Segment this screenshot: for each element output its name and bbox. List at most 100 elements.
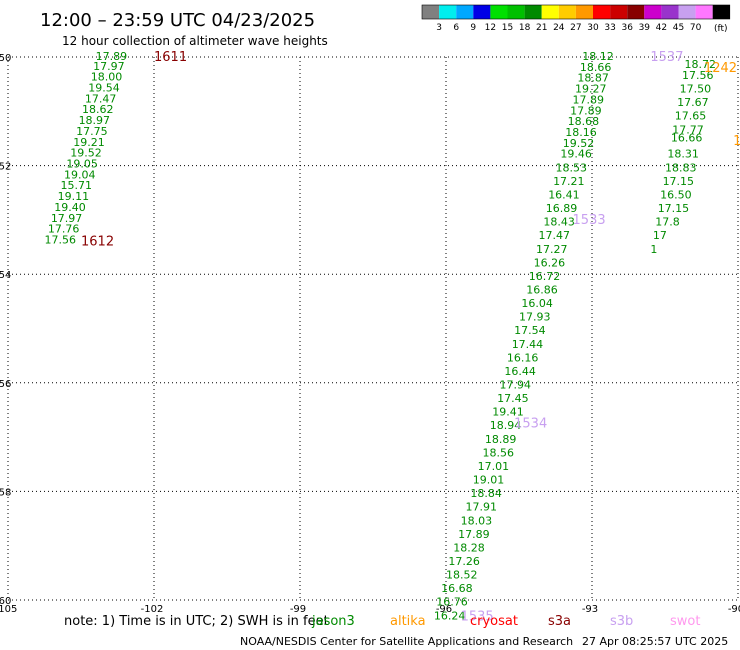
- swh-value-label: 17.15: [663, 175, 695, 188]
- swh-value-label: 16.24: [434, 609, 466, 622]
- y-tick-label: -54: [0, 270, 11, 281]
- swh-value-label: 17.94: [500, 379, 532, 392]
- swh-value-label: 17.77: [672, 123, 704, 136]
- swh-value-label: 17.45: [497, 392, 528, 405]
- swh-value-label: 17.56: [682, 69, 714, 82]
- colorbar-unit: (ft): [714, 24, 728, 34]
- swh-value-label: 18.72: [684, 58, 716, 71]
- satellite-legend: jason3 altika cryosat s3a s3b swot: [311, 614, 700, 629]
- colorbar-label: 70: [690, 23, 702, 33]
- swh-value-label: 17.21: [553, 175, 585, 188]
- footer-note: note: 1) Time is in UTC; 2) SWH is in fe…: [64, 614, 329, 629]
- swh-value-label: 18.68: [568, 115, 600, 128]
- swh-value-label: 17.89: [570, 104, 602, 117]
- swh-value-label: 18.12: [582, 50, 614, 63]
- colorbar-label: 27: [570, 23, 581, 33]
- swh-value-label: 17.8: [655, 216, 680, 229]
- y-tick-label: -50: [0, 53, 11, 64]
- x-tick-label: -99: [290, 604, 306, 615]
- satellite-legend-item: s3b: [610, 614, 633, 629]
- swh-value-label: 18.43: [543, 216, 575, 229]
- swh-value-label: 17.89: [573, 93, 605, 106]
- swh-value-label: 17.56: [45, 234, 77, 247]
- satellite-legend-item: altika: [390, 614, 426, 629]
- swh-value-label: 19.52: [70, 147, 102, 160]
- pass-label: 1612: [81, 235, 114, 250]
- swh-value-label: 16.72: [529, 270, 561, 283]
- colorbar-label: 24: [553, 23, 565, 33]
- colorbar-label: 9: [470, 23, 476, 33]
- colorbar-label: 30: [587, 23, 599, 33]
- y-axis-ticks: -50 -52 -54 -56 -58 -60: [0, 53, 11, 607]
- satellite-legend-item: jason3: [311, 614, 355, 629]
- colorbar-label: 42: [656, 23, 667, 33]
- swh-value-label: 19.46: [560, 148, 592, 161]
- swh-value-label: 16.76: [436, 596, 468, 609]
- swh-value-label: 17.47: [538, 229, 570, 242]
- swh-value-label: 17.89: [458, 528, 490, 541]
- swh-value-label: 19.40: [54, 201, 86, 214]
- swh-value-label: 16.26: [534, 256, 566, 269]
- colorbar-swatch: [422, 5, 440, 19]
- colorbar-label: 18: [519, 23, 531, 33]
- x-tick-label: -102: [141, 604, 164, 615]
- x-tick-label: -105: [0, 604, 17, 615]
- swh-value-label: 18.62: [82, 103, 114, 116]
- swh-value-label: 19.04: [64, 168, 96, 181]
- pass-label: 1535: [461, 609, 494, 624]
- colorbar-label: 45: [673, 23, 684, 33]
- swh-value-label: 17.54: [514, 324, 546, 337]
- swh-value-label: 19.54: [88, 81, 120, 94]
- swh-value-label: 17: [653, 229, 667, 242]
- pass-label: 1537: [650, 50, 683, 65]
- swh-value-label: 17.91: [465, 501, 497, 514]
- plot-area: [0, 57, 740, 600]
- swh-value-label: 1: [650, 243, 657, 256]
- swh-value-label: 18.00: [91, 71, 123, 84]
- x-tick-label: -96: [436, 604, 452, 615]
- swh-value-label: 18.83: [665, 161, 697, 174]
- colorbar-swatch: [627, 5, 645, 19]
- swh-value-label: 17.97: [51, 212, 83, 225]
- swh-value-label: 18.66: [580, 61, 612, 74]
- swh-value-label: 19.41: [492, 406, 524, 419]
- swh-value-label: 17.47: [85, 92, 117, 105]
- swh-value-label: 18.87: [577, 72, 609, 85]
- satellite-legend-item: s3a: [548, 614, 571, 629]
- colorbar-swatch: [695, 5, 713, 19]
- swh-value-label: 17.01: [478, 460, 510, 473]
- colorbar-swatch: [575, 5, 593, 19]
- colorbar-swatch: [490, 5, 508, 19]
- colorbar-swatch: [558, 5, 576, 19]
- satellite-legend-item: cryosat: [470, 614, 518, 629]
- swh-value-label: 16.68: [441, 582, 473, 595]
- swh-value-label: 17.50: [680, 83, 712, 96]
- colorbar-swatch: [507, 5, 525, 19]
- swh-value-label: 16.50: [660, 188, 692, 201]
- x-tick-label: -93: [582, 604, 598, 615]
- swh-value-label: 17.27: [536, 243, 568, 256]
- colorbar-label: 36: [621, 23, 633, 33]
- y-tick-label: -60: [0, 596, 11, 607]
- swh-value-label: 18.97: [79, 114, 111, 127]
- pass-label: 1242: [704, 61, 737, 76]
- footer-timestamp: 27 Apr 08:25:57 UTC 2025: [582, 635, 728, 648]
- colorbar-label: 12: [485, 23, 496, 33]
- swh-value-label: 18.16: [565, 126, 597, 139]
- swh-value-label: 17.75: [76, 125, 108, 138]
- chart-subtitle: 12 hour collection of altimeter wave hei…: [62, 34, 328, 48]
- colorbar-swatch: [712, 5, 730, 19]
- colorbar-label: 33: [604, 23, 615, 33]
- swh-value-label: 17.15: [658, 202, 690, 215]
- pass-label: 1533: [573, 213, 606, 228]
- colorbar-swatch: [524, 5, 542, 19]
- swh-value-label: 19.11: [58, 190, 90, 203]
- colorbar-swatch: [610, 5, 628, 19]
- swh-value-label: 18.52: [446, 569, 478, 582]
- swh-value-label: 18.56: [483, 446, 515, 459]
- swh-value-label: 18.28: [453, 541, 485, 554]
- swh-value-label: 16.89: [546, 202, 578, 215]
- swh-value-label: 19.52: [563, 137, 595, 150]
- pass-label: 12: [733, 134, 740, 149]
- satellite-legend-item: swot: [670, 614, 700, 629]
